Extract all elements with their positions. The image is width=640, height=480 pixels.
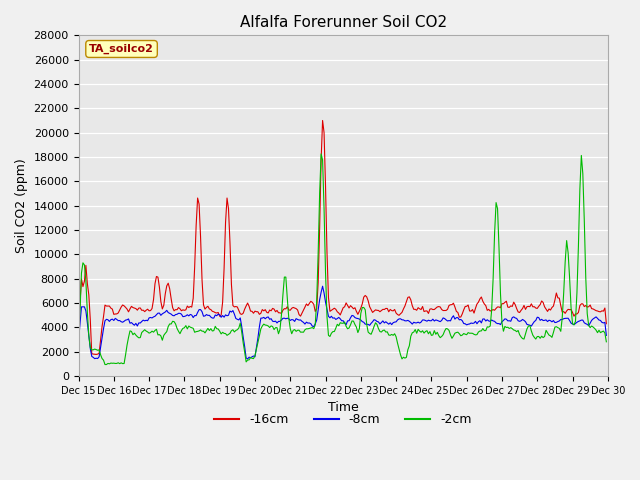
Text: TA_soilco2: TA_soilco2 [89, 44, 154, 54]
X-axis label: Time: Time [328, 401, 358, 414]
Y-axis label: Soil CO2 (ppm): Soil CO2 (ppm) [15, 158, 28, 253]
Title: Alfalfa Forerunner Soil CO2: Alfalfa Forerunner Soil CO2 [239, 15, 447, 30]
Legend: -16cm, -8cm, -2cm: -16cm, -8cm, -2cm [209, 408, 477, 431]
